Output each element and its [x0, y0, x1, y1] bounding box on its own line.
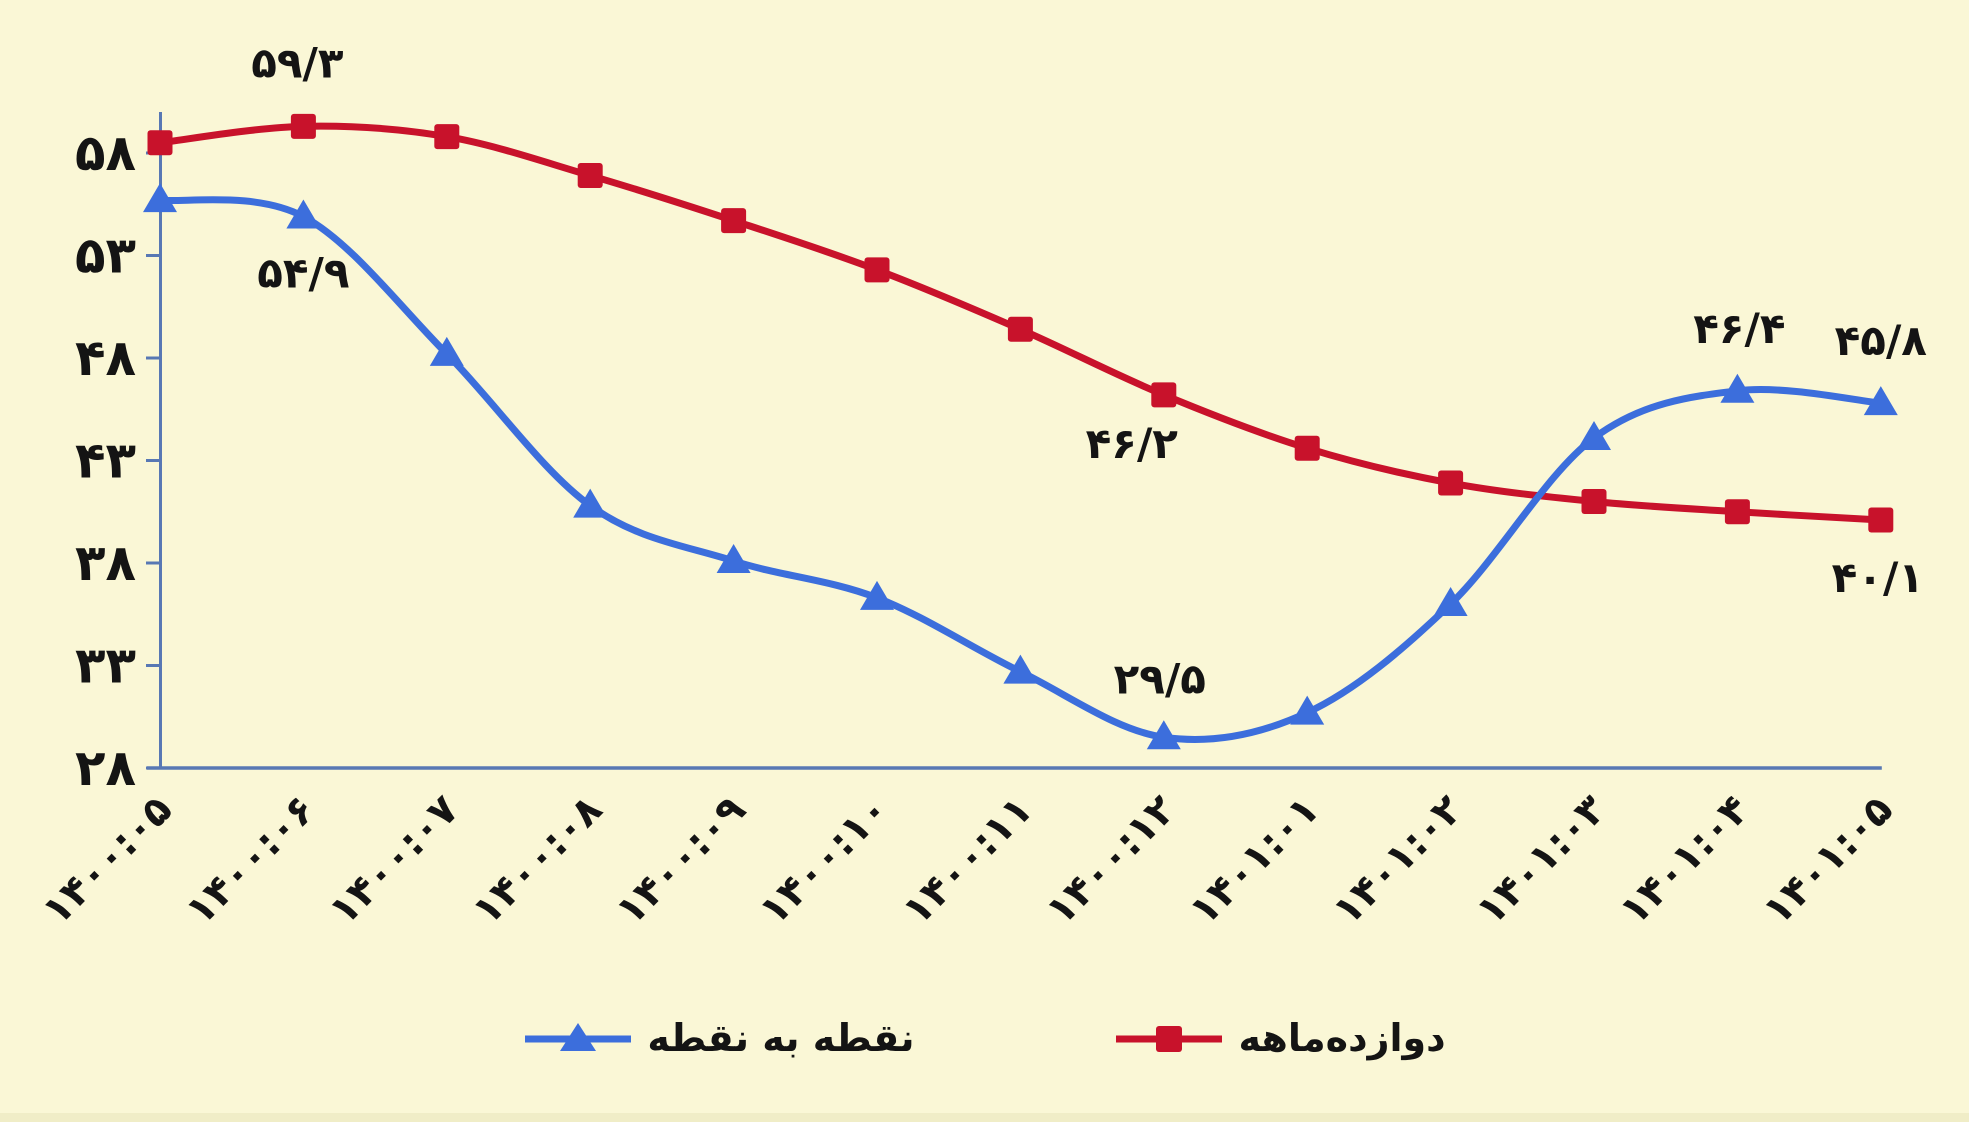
data-point-triangle-point-to-point	[143, 183, 177, 213]
data-point-triangle-point-to-point	[1146, 720, 1181, 750]
data-point-label-twelve-month: ۴۰/۱	[1832, 553, 1924, 602]
data-point-triangle-point-to-point	[1863, 386, 1898, 416]
data-point-square-twelve-month	[1581, 489, 1607, 514]
data-point-triangle-point-to-point	[1577, 420, 1611, 450]
x-tick-label: ۱۴۰۰:۰۸	[464, 787, 611, 934]
data-point-square-twelve-month	[434, 124, 460, 150]
y-tick-label: ۴۳	[75, 432, 136, 490]
y-tick-label: ۳۸	[75, 534, 136, 592]
data-point-label-point-to-point: ۴۶/۴	[1693, 304, 1785, 353]
y-tick-label: ۵۸	[75, 124, 136, 182]
x-tick-label: ۱۴۰۱:۰۵	[1754, 787, 1901, 934]
data-point-label-twelve-month: ۵۹/۳	[251, 38, 344, 87]
data-point-triangle-point-to-point	[286, 199, 321, 229]
legend-item-point-to-point: نقطه به نقطه	[523, 1016, 914, 1060]
x-tick-label: ۱۴۰۰:۱۱	[894, 787, 1041, 934]
x-tick-label: ۱۴۰۰:۱۰	[751, 787, 898, 934]
data-point-label-twelve-month: ۴۶/۲	[1086, 419, 1179, 468]
y-tick-label: ۳۳	[75, 637, 136, 695]
data-point-square-twelve-month	[577, 163, 603, 189]
data-point-square-twelve-month	[721, 208, 747, 234]
data-point-triangle-point-to-point	[1720, 373, 1755, 403]
data-point-square-twelve-month	[864, 257, 890, 283]
y-tick-label: ۴۸	[75, 329, 136, 387]
data-point-square-twelve-month	[1868, 507, 1894, 533]
x-tick-label: ۱۴۰۰:۱۲	[1037, 787, 1184, 934]
data-point-square-twelve-month	[1007, 316, 1033, 342]
x-tick-label: ۱۴۰۱:۰۱	[1181, 787, 1328, 934]
x-tick-label: ۱۴۰۱:۰۴	[1611, 787, 1758, 934]
legend-label-point-to-point: نقطه به نقطه	[647, 1016, 915, 1060]
legend-item-twelve-month: دوازده‌ماهه	[1114, 1016, 1446, 1060]
x-tick-label: ۱۴۰۱:۰۳	[1468, 787, 1615, 934]
data-point-square-twelve-month	[147, 130, 173, 156]
data-point-label-point-to-point: ۲۹/۵	[1114, 654, 1206, 703]
data-point-triangle-point-to-point	[1003, 654, 1038, 684]
legend-label-twelve-month: دوازده‌ماهه	[1238, 1016, 1446, 1060]
x-tick-label: ۱۴۰۰:۰۹	[607, 787, 754, 934]
data-point-square-twelve-month	[1151, 382, 1177, 408]
x-tick-label: ۱۴۰۱:۰۲	[1324, 787, 1471, 934]
page-bottom-edge	[0, 1113, 1969, 1122]
data-point-triangle-point-to-point	[573, 488, 608, 518]
data-point-triangle-point-to-point	[1433, 587, 1468, 616]
data-point-square-twelve-month	[1294, 435, 1320, 461]
data-point-square-twelve-month	[1724, 499, 1750, 525]
data-point-label-point-to-point: ۴۵/۸	[1835, 316, 1928, 365]
y-tick-label: ۲۸	[75, 739, 136, 797]
data-point-square-twelve-month	[290, 113, 316, 139]
data-point-triangle-point-to-point	[716, 543, 751, 573]
data-point-triangle-point-to-point	[860, 580, 894, 610]
legend: نقطه به نقطه دوازده‌ماهه	[0, 1002, 1969, 1074]
x-tick-label: ۱۴۰۰:۰۷	[320, 787, 467, 934]
y-tick-label: ۵۳	[75, 227, 136, 285]
legend-square-marker-icon	[1156, 1026, 1183, 1052]
data-point-label-point-to-point: ۵۴/۹	[257, 249, 349, 298]
legend-sample-point-to-point	[525, 1023, 632, 1051]
x-tick-label: ۱۴۰۰:۰۶	[177, 787, 324, 934]
x-tick-label: ۱۴۰۰:۰۵	[34, 787, 181, 934]
data-point-triangle-point-to-point	[429, 336, 464, 366]
data-point-triangle-point-to-point	[1290, 695, 1325, 725]
data-point-square-twelve-month	[1438, 470, 1464, 496]
legend-sample-twelve-month	[1116, 1026, 1223, 1052]
legend-triangle-marker-icon	[560, 1023, 597, 1051]
